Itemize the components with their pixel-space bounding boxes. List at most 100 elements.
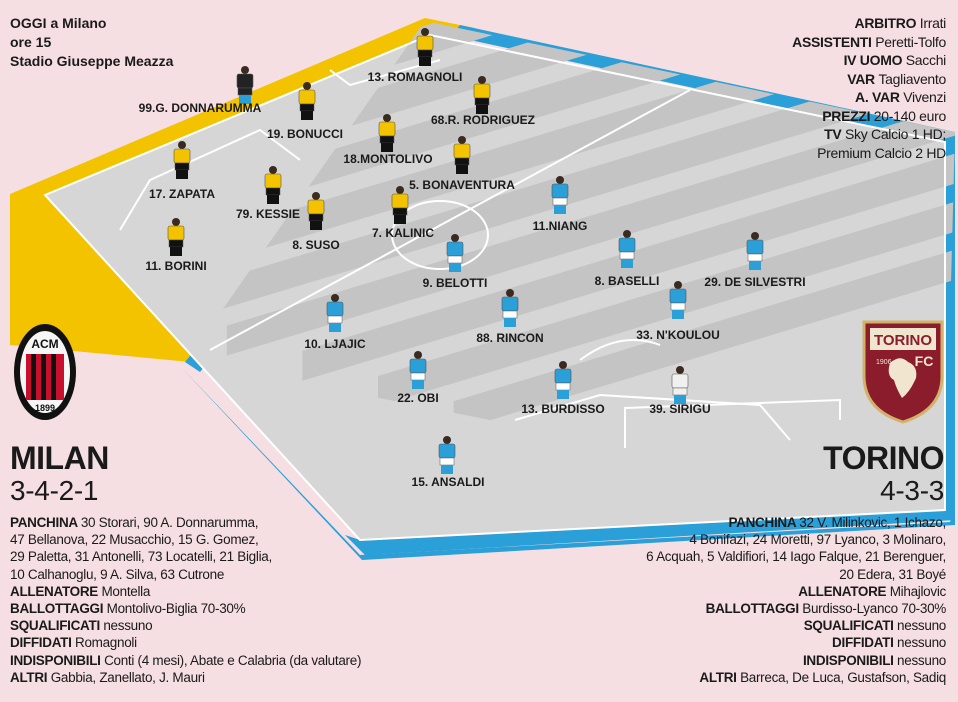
official-value: Sacchi	[905, 52, 947, 68]
milan-team-name: MILAN	[10, 440, 109, 476]
player-socks	[621, 259, 633, 268]
player-marker: 8. SUSO	[292, 192, 340, 252]
detail-line: 10 Calhanoglu, 9 A. Silva, 63 Cutrone	[10, 566, 450, 583]
player-shorts	[552, 197, 568, 206]
player-shirt	[378, 121, 396, 137]
torino-logo-fc: FC	[915, 353, 934, 369]
detail-line: INDISPONIBILI nessuno	[486, 652, 946, 669]
player-shirt	[438, 443, 456, 459]
player-name: 79. KESSIE	[236, 207, 300, 221]
player-name: 19. BONUCCI	[267, 127, 343, 141]
detail-line: ALTRI Gabbia, Zanellato, J. Mauri	[10, 669, 450, 686]
player-shorts	[670, 302, 686, 311]
player-marker: 13. ROMAGNOLI	[368, 28, 463, 84]
milan-formation: 3-4-2-1	[10, 475, 99, 506]
player-marker: 68.R. RODRIGUEZ	[431, 76, 535, 127]
player-head	[674, 281, 682, 289]
player-socks	[301, 111, 313, 120]
official-row: Premium Calcio 2 HD	[792, 144, 946, 163]
torino-team-name: TORINO	[823, 440, 944, 476]
player-socks	[329, 323, 341, 332]
detail-line: ALTRI Barreca, De Luca, Gustafson, Sadiq	[486, 669, 946, 686]
player-head	[178, 141, 186, 149]
player-name: 29. DE SILVESTRI	[704, 275, 805, 289]
official-label: PREZZI	[822, 107, 874, 124]
match-info-line: Stadio Giuseppe Meazza	[10, 53, 174, 69]
detail-label: BALLOTTAGGI	[10, 601, 107, 617]
detail-line: 29 Paletta, 31 Antonelli, 73 Locatelli, …	[10, 548, 450, 565]
player-shirt	[554, 368, 572, 384]
player-socks	[674, 395, 686, 404]
detail-value: 32 V. Milinkovic, 1 Ichazo,	[799, 515, 946, 530]
player-marker: 79. KESSIE	[236, 166, 300, 221]
official-label: TV	[824, 126, 845, 142]
detail-label: PANCHINA	[728, 515, 800, 530]
player-shirt	[298, 89, 316, 105]
detail-value: Gabbia, Zanellato, J. Mauri	[50, 669, 205, 685]
officials-list: ARBITRO Irrati ASSISTENTI Peretti-Tolfo IV…	[792, 14, 946, 162]
detail-value: Mihajlovic	[889, 583, 947, 599]
player-head	[396, 186, 404, 194]
player-head	[623, 230, 631, 238]
player-marker: 99.G. DONNARUMMA	[139, 66, 262, 115]
match-info-line: OGGI a Milano	[10, 15, 107, 31]
milan-logo-year: 1899	[35, 403, 55, 413]
detail-value: 29 Paletta, 31 Antonelli, 73 Locatelli, …	[10, 549, 272, 565]
official-row: ASSISTENTI Peretti-Tolfo	[792, 33, 946, 52]
detail-line: 6 Acquah, 5 Valdifiori, 14 Iago Falque, …	[486, 548, 946, 565]
player-head	[414, 351, 422, 359]
torino-details: PANCHINA 32 V. Milinkovic, 1 Ichazo, 4 Bo…	[486, 514, 946, 686]
player-name: 68.R. RODRIGUEZ	[431, 113, 535, 127]
detail-line: BALLOTTAGGI Burdisso-Lyanco 70-30%	[486, 600, 947, 617]
detail-line: INDISPONIBILI Conti (4 mesi), Abate e Ca…	[10, 652, 450, 669]
official-label: ARBITRO	[854, 15, 920, 31]
detail-label: SQUALIFICATI	[803, 618, 898, 634]
detail-value: 4 Bonifazi, 24 Moretti, 97 Lyanco, 3 Mol…	[689, 532, 946, 548]
player-head	[383, 114, 391, 122]
player-shirt	[409, 358, 427, 374]
detail-line: ALLENATORE Mihajlovic	[486, 583, 946, 600]
detail-line: SQUALIFICATI nessuno	[486, 617, 947, 634]
player-socks	[267, 195, 279, 204]
player-name: 13. ROMAGNOLI	[368, 70, 463, 84]
player-shorts	[619, 251, 635, 260]
player-shorts	[672, 387, 688, 396]
player-shirt	[453, 143, 471, 159]
milan-logo-text: ACM	[31, 337, 58, 351]
player-socks	[449, 263, 461, 272]
player-shorts	[502, 310, 518, 319]
detail-value: 10 Calhanoglu, 9 A. Silva, 63 Cutrone	[10, 566, 225, 582]
detail-line: BALLOTTAGGI Montolivo-Biglia 70-30%	[10, 600, 450, 617]
player-marker: 18.MONTOLIVO	[343, 114, 433, 166]
detail-value: nessuno	[897, 618, 946, 634]
player-head	[269, 166, 277, 174]
detail-value: Barreca, De Luca, Gustafson, Sadiq	[740, 669, 946, 685]
official-label: VAR	[847, 70, 879, 87]
official-value: Irrati	[919, 15, 947, 31]
player-shirt	[746, 239, 764, 255]
detail-label: PANCHINA	[10, 515, 81, 530]
milan-details: PANCHINA 30 Storari, 90 A. Donnarumma, 47…	[10, 514, 450, 686]
player-marker: 5. BONAVENTURA	[409, 136, 515, 192]
player-name: 99.G. DONNARUMMA	[139, 101, 262, 115]
player-name: 15. ANSALDI	[412, 475, 485, 489]
pitch-stripe	[302, 60, 955, 381]
detail-line: ALLENATORE Montella	[10, 583, 450, 600]
official-value: 20-140 euro	[873, 107, 947, 124]
player-marker: 88. RINCON	[476, 289, 544, 345]
player-marker: 22. OBI	[397, 351, 439, 405]
player-name: 10. LJAJIC	[304, 337, 366, 351]
player-head	[559, 361, 567, 369]
detail-label: SQUALIFICATI	[10, 618, 104, 634]
official-label: A. VAR	[855, 89, 904, 105]
torino-logo-year: 1906	[876, 359, 892, 366]
player-marker: 17. ZAPATA	[149, 141, 215, 201]
player-socks	[557, 390, 569, 399]
player-marker: 7. KALINIC	[372, 186, 434, 240]
player-name: 7. KALINIC	[372, 226, 434, 240]
player-socks	[176, 170, 188, 179]
player-head	[172, 218, 180, 226]
player-name: 88. RINCON	[476, 331, 543, 345]
player-shirt	[307, 199, 325, 215]
